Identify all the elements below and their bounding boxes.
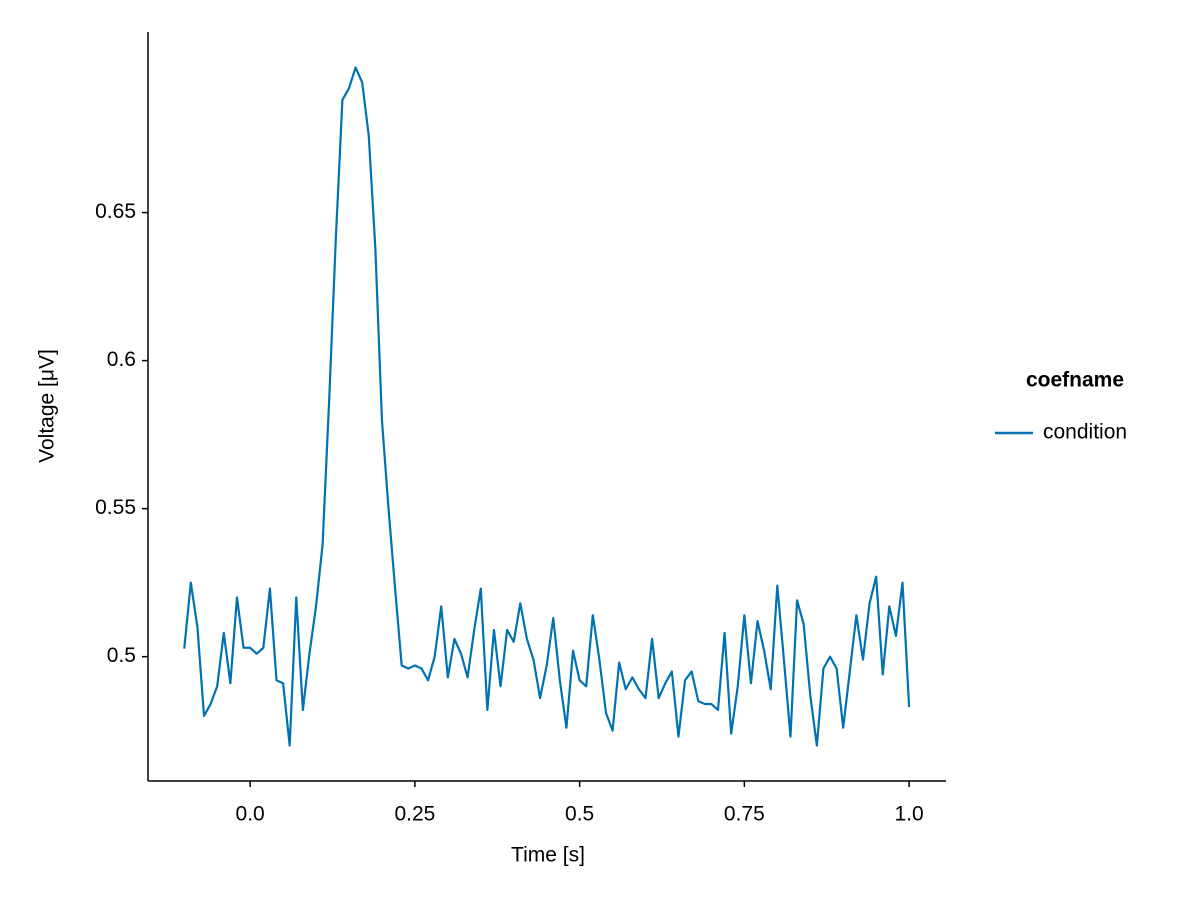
y-tick-label: 0.5 [107,644,136,667]
legend-label: condition [1043,421,1127,444]
x-tick-label: 0.25 [394,803,435,826]
y-axis-label: Voltage [μV] [36,349,59,463]
x-tick-label: 0.5 [565,803,594,826]
y-tick-label: 0.65 [95,200,136,223]
y-tick-label: 0.55 [95,496,136,519]
line-series [183,66,911,747]
x-axis-label: Time [s] [511,844,585,867]
legend-title: coefname [1026,369,1124,392]
x-tick-label: 0.0 [236,803,265,826]
x-tick-label: 0.75 [724,803,765,826]
y-tick-label: 0.6 [107,348,136,371]
x-tick-label: 1.0 [894,803,923,826]
